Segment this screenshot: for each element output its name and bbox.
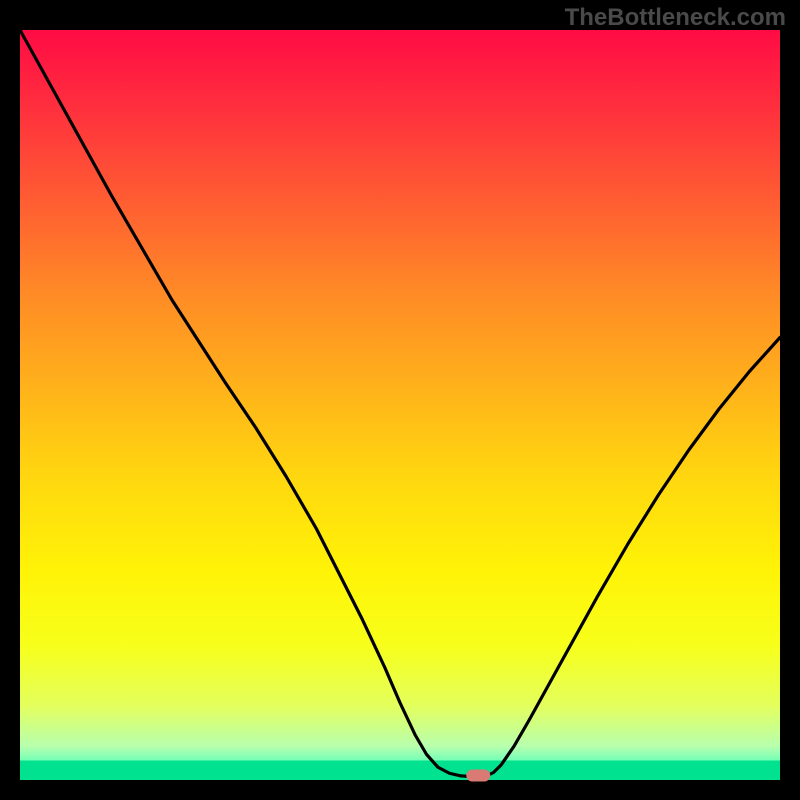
- gradient-background: [20, 30, 780, 780]
- chart-container: [0, 0, 800, 800]
- watermark-text: TheBottleneck.com: [565, 4, 786, 32]
- bottleneck-chart: [0, 0, 800, 800]
- green-band: [20, 761, 780, 781]
- minimum-marker: [466, 770, 490, 782]
